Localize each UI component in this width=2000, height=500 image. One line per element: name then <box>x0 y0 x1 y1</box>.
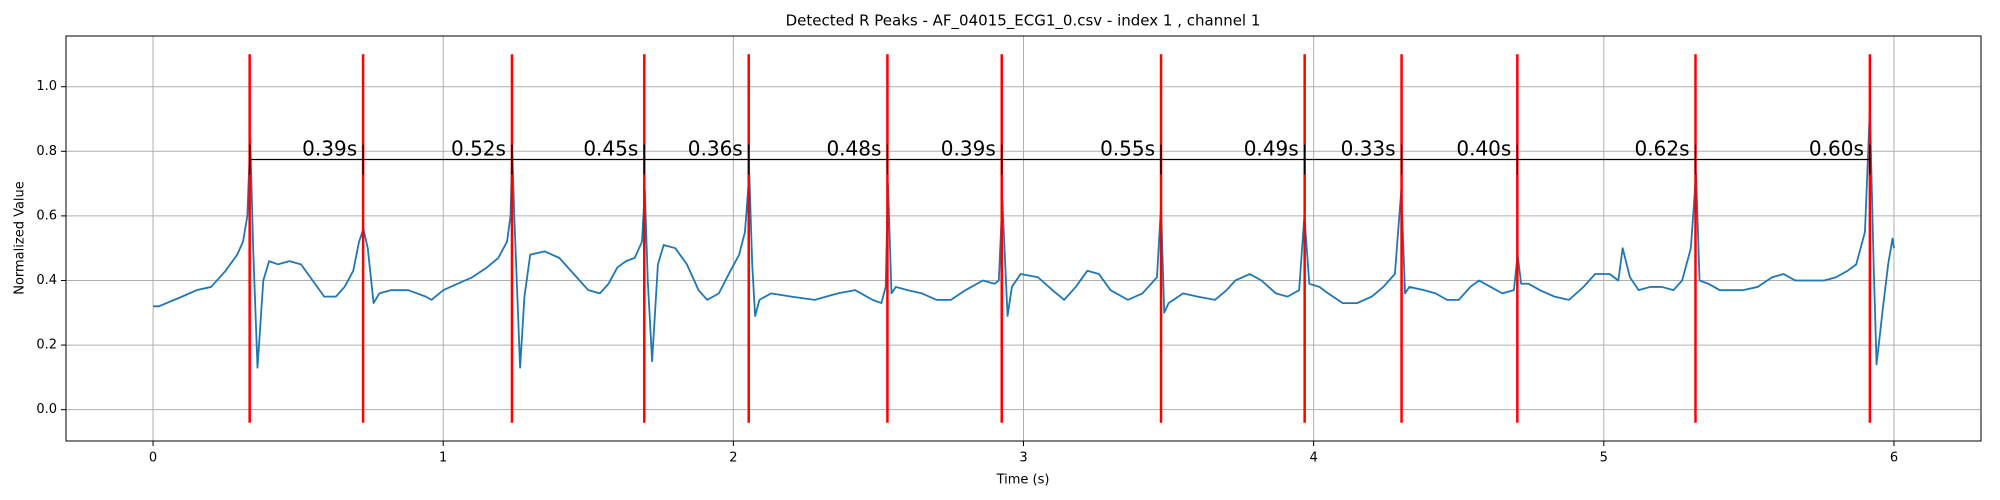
x-tick-label: 5 <box>1600 451 1608 466</box>
y-tick-label: 0.2 <box>36 338 57 353</box>
x-tick-label: 1 <box>439 451 447 466</box>
y-tick-label: 1.0 <box>36 79 57 94</box>
chart-title: Detected R Peaks - AF_04015_ECG1_0.csv -… <box>786 12 1261 31</box>
y-tick-label: 0.6 <box>36 208 57 223</box>
y-tick-label: 0.8 <box>36 144 57 159</box>
y-tick-label: 0.4 <box>36 273 57 288</box>
interval-label: 0.40s <box>1456 137 1511 161</box>
interval-label: 0.62s <box>1635 137 1690 161</box>
x-tick-label: 4 <box>1310 451 1318 466</box>
interval-label: 0.45s <box>583 137 638 161</box>
interval-label: 0.52s <box>451 137 506 161</box>
plot-frame <box>65 35 1982 442</box>
y-axis-label: Normalized Value <box>13 181 28 295</box>
x-tick-label: 2 <box>729 451 737 466</box>
interval-label: 0.55s <box>1100 137 1155 161</box>
interval-label: 0.60s <box>1809 137 1864 161</box>
interval-label: 0.36s <box>688 137 743 161</box>
x-tick-label: 6 <box>1890 451 1898 466</box>
x-tick-label: 0 <box>149 451 157 466</box>
interval-label: 0.49s <box>1244 137 1299 161</box>
interval-label: 0.39s <box>302 137 357 161</box>
y-tick-label: 0.0 <box>36 402 57 417</box>
interval-label: 0.48s <box>826 137 881 161</box>
ecg-line <box>153 108 1895 369</box>
interval-label: 0.39s <box>941 137 996 161</box>
interval-label: 0.33s <box>1341 137 1396 161</box>
x-tick-label: 3 <box>1019 451 1027 466</box>
x-axis-label: Time (s) <box>996 473 1050 488</box>
